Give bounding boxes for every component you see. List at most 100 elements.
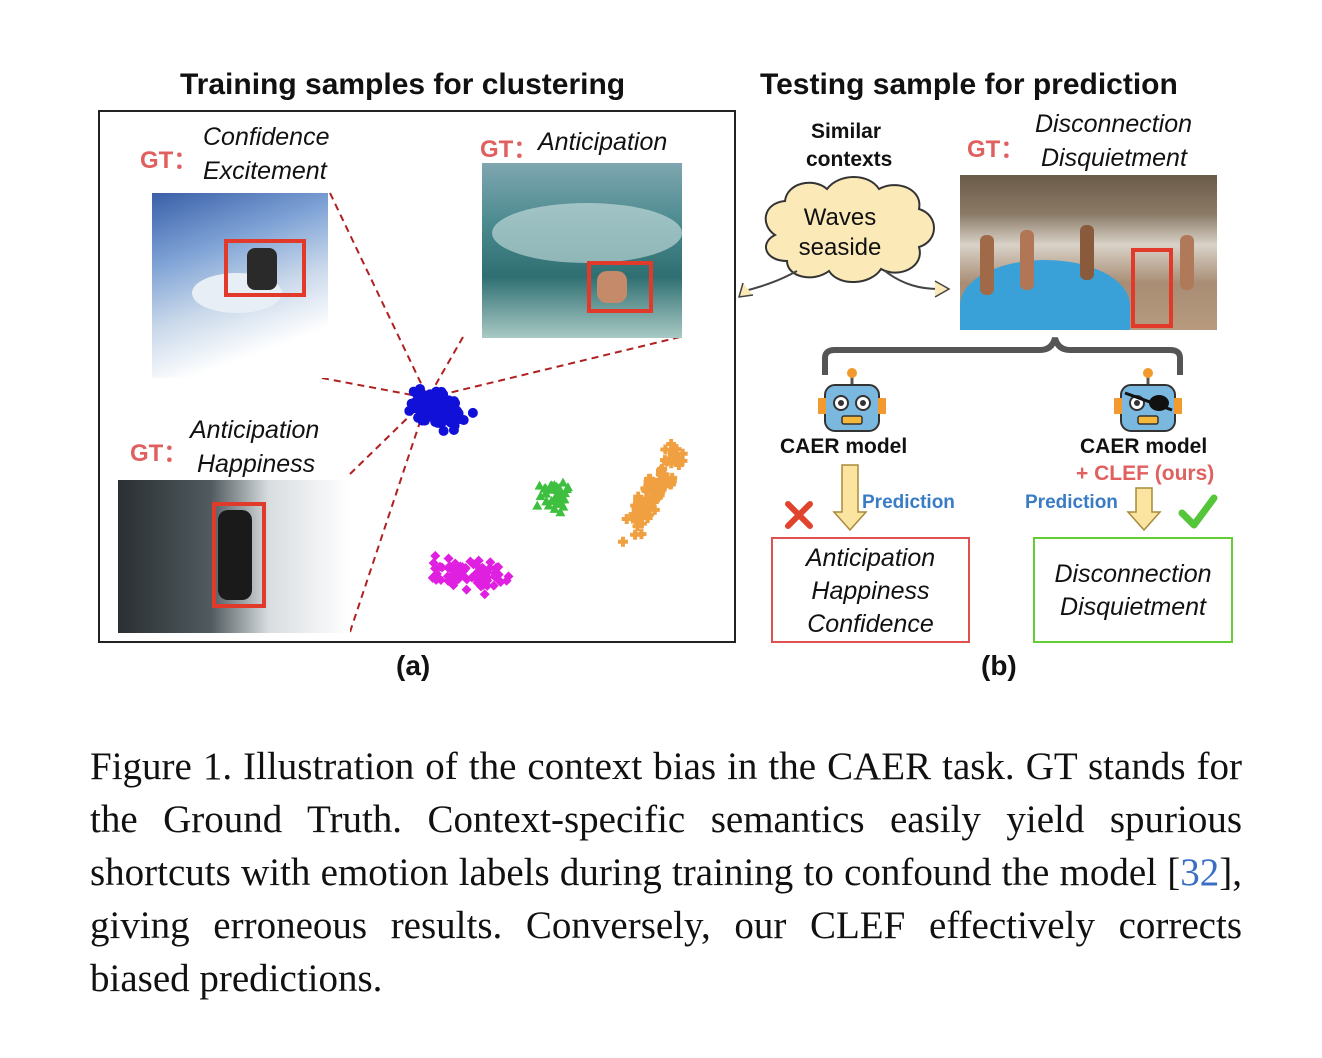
cluster-point-magenta (495, 577, 506, 588)
gt-label-3: GT： (130, 440, 188, 467)
gt-emotion-3b: Happiness (197, 450, 316, 478)
cluster-point-blue (419, 415, 430, 426)
baseline-result-box: Anticipation Happiness Confidence (771, 537, 970, 643)
gt-label-1: GT： (140, 147, 198, 174)
cluster-point-green (532, 500, 543, 510)
cluster-point-orange (666, 439, 677, 450)
cluster-point-blue (449, 396, 460, 407)
figure-caption: Figure 1. Illustration of the context bi… (90, 740, 1242, 1005)
cluster-point-blue (446, 412, 457, 423)
cluster-point-orange (650, 484, 661, 495)
surfer-photo-3 (118, 480, 350, 633)
cluster-point-orange (677, 448, 688, 459)
cluster-point-magenta (443, 576, 454, 587)
cluster-point-magenta (489, 568, 500, 579)
cluster-point-orange (649, 504, 660, 515)
cluster-point-orange (633, 495, 644, 506)
gt-label-2: GT： (480, 136, 538, 163)
cluster-point-orange (673, 460, 684, 471)
test-gt-emotion-1: Disconnection (1035, 110, 1193, 138)
check-mark-icon (1178, 494, 1218, 529)
cluster-point-green (539, 483, 550, 493)
cluster-point-orange (677, 455, 688, 466)
cluster-point-orange (630, 529, 641, 540)
cluster-point-orange (655, 481, 666, 492)
cluster-point-orange (665, 476, 676, 487)
baseline-prediction-label: Prediction (862, 492, 955, 513)
robot-with-eyepatch-icon (1114, 368, 1182, 432)
panel-a-frame (98, 110, 736, 643)
similar-line-1: Similar (810, 120, 882, 143)
cluster-point-orange (657, 463, 668, 474)
cross-mark-icon (785, 501, 813, 529)
scatter-clusters (404, 383, 688, 600)
cluster-point-magenta (482, 572, 493, 583)
cluster-point-magenta (478, 579, 489, 590)
cluster-point-green (551, 481, 562, 491)
cluster-point-orange (673, 453, 684, 464)
cluster-point-green (558, 477, 569, 487)
baseline-result-1: Anticipation (805, 544, 936, 572)
cluster-point-green (546, 484, 557, 494)
context-cloud (737, 176, 951, 298)
cluster-point-green (535, 491, 546, 501)
cluster-point-orange (630, 500, 641, 511)
cluster-point-magenta (484, 562, 495, 573)
cluster-point-orange (641, 486, 652, 497)
gt-emotion-3a: Anticipation (190, 416, 320, 444)
cluster-point-magenta (450, 558, 461, 569)
ours-model-name: CAER model (1080, 435, 1208, 458)
cluster-point-blue (438, 389, 449, 400)
cluster-point-orange (636, 529, 647, 540)
cluster-point-orange (666, 458, 677, 469)
cluster-point-magenta (461, 584, 472, 595)
cluster-point-blue (438, 425, 449, 436)
cluster-point-orange (659, 455, 670, 466)
test-gt-emotion-2: Disquietment (1041, 144, 1187, 172)
cluster-point-blue (439, 403, 450, 414)
cluster-point-orange (637, 500, 648, 511)
cluster-point-magenta (485, 557, 496, 568)
cluster-point-orange (660, 474, 671, 485)
similar-line-2: contexts (806, 148, 893, 171)
cluster-point-blue (436, 417, 447, 428)
cluster-point-orange (643, 473, 654, 484)
baseline-model-name: CAER model (780, 435, 908, 458)
ours-result-1: Disconnection (1054, 560, 1212, 588)
test-gt-label: GT： (967, 136, 1025, 163)
cluster-point-magenta (443, 553, 454, 564)
cloud-line-1: Waves (803, 204, 877, 231)
cluster-point-orange (660, 444, 671, 455)
panel-a-title: Training samples for clustering (180, 68, 626, 101)
cluster-connectors (321, 192, 681, 633)
ours-clef-suffix: + CLEF (ours) (1076, 462, 1215, 485)
cluster-point-orange (668, 445, 679, 456)
cluster-point-orange (653, 490, 664, 501)
cluster-point-orange (648, 497, 659, 508)
caption-citation-link[interactable]: 32 (1180, 851, 1220, 894)
cluster-point-green (562, 482, 573, 492)
cluster-point-orange (648, 478, 659, 489)
cloud-text: Waves seaside (780, 203, 900, 263)
cloud-line-2: seaside (798, 234, 882, 261)
cluster-point-green (558, 501, 569, 511)
cluster-point-green (540, 488, 551, 498)
cluster-point-green (555, 507, 566, 517)
cluster-point-green (556, 492, 567, 502)
bounding-box (212, 502, 266, 608)
branch-bracket (822, 337, 1183, 375)
similar-contexts-label: Similar contexts (806, 118, 893, 174)
cluster-point-blue (428, 408, 439, 419)
baseline-result-2: Happiness (811, 577, 930, 605)
caption-text-before: Figure 1. Illustration of the context bi… (90, 745, 1242, 894)
cluster-point-magenta (430, 550, 441, 561)
panel-a-label: (a) (396, 650, 431, 681)
cluster-point-magenta (460, 563, 471, 574)
surfer-photo-1 (152, 193, 328, 378)
robot-icon (818, 368, 886, 432)
cluster-point-blue (467, 407, 478, 418)
caption-text-after: ], giving erroneous results. Conversely,… (90, 851, 1242, 1000)
prediction-arrow-ours (1126, 487, 1162, 532)
cluster-point-orange (642, 513, 653, 524)
